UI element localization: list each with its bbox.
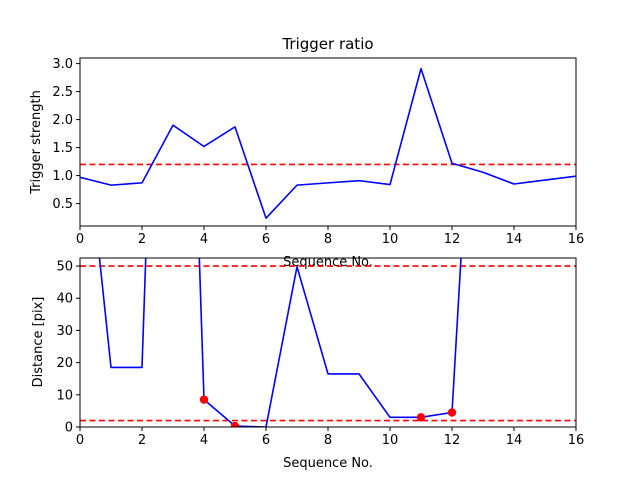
x-tick-label: 4 (200, 433, 208, 448)
data-point-marker (416, 413, 426, 422)
y-tick-label: 0.5 (52, 197, 73, 212)
y-tick-label: 2.0 (52, 113, 73, 128)
plot-title: Trigger ratio (281, 35, 373, 53)
y-tick-label: 50 (56, 260, 73, 275)
x-tick-label: 14 (506, 232, 523, 247)
x-tick-label: 6 (262, 232, 270, 247)
y-tick-label: 2.5 (52, 85, 73, 100)
y-axis-label: Trigger strength (29, 90, 44, 195)
x-tick-label: 12 (444, 433, 461, 448)
x-tick-label: 16 (568, 232, 585, 247)
axes-frame (79, 257, 577, 428)
series-line (98, 258, 462, 427)
distance-plot: Distance [pix] Sequence No. 0 2 4 6 8 10 12 14 1… (31, 257, 585, 471)
y-tick-label: 10 (56, 388, 73, 403)
plot-area (80, 258, 576, 427)
y-tick-label: 3.0 (52, 57, 73, 72)
x-tick-label: 4 (200, 232, 208, 247)
x-tick-label: 0 (76, 232, 84, 247)
y-tick-label: 30 (56, 324, 73, 339)
x-tick-label: 10 (382, 433, 399, 448)
y-tick-label: 1.0 (52, 169, 73, 184)
x-tick-label: 6 (262, 433, 270, 448)
x-tick-label: 2 (138, 433, 146, 448)
x-tick-label: 8 (324, 232, 332, 247)
x-tick-label: 16 (568, 433, 585, 448)
data-point-marker (199, 395, 209, 404)
axes-frame (79, 57, 577, 227)
y-tick-label: 40 (56, 292, 73, 307)
data-point-marker (230, 421, 240, 427)
trigger-ratio-plot: Trigger ratio Trigger strength Sequence … (29, 35, 584, 270)
y-tick-label: 1.5 (52, 141, 73, 156)
x-axis-label: Sequence No. (283, 456, 373, 471)
x-tick-label: 14 (506, 433, 523, 448)
y-tick-label: 0 (65, 421, 73, 436)
x-tick-label: 8 (324, 433, 332, 448)
data-point-marker (447, 408, 457, 417)
plot-area (80, 67, 576, 219)
x-tick-label: 10 (382, 232, 399, 247)
x-tick-label: 0 (76, 433, 84, 448)
series-line (80, 67, 576, 219)
x-tick-label: 2 (138, 232, 146, 247)
y-axis-label: Distance [pix] (31, 297, 46, 388)
x-tick-label: 12 (444, 232, 461, 247)
y-tick-label: 20 (56, 356, 73, 371)
